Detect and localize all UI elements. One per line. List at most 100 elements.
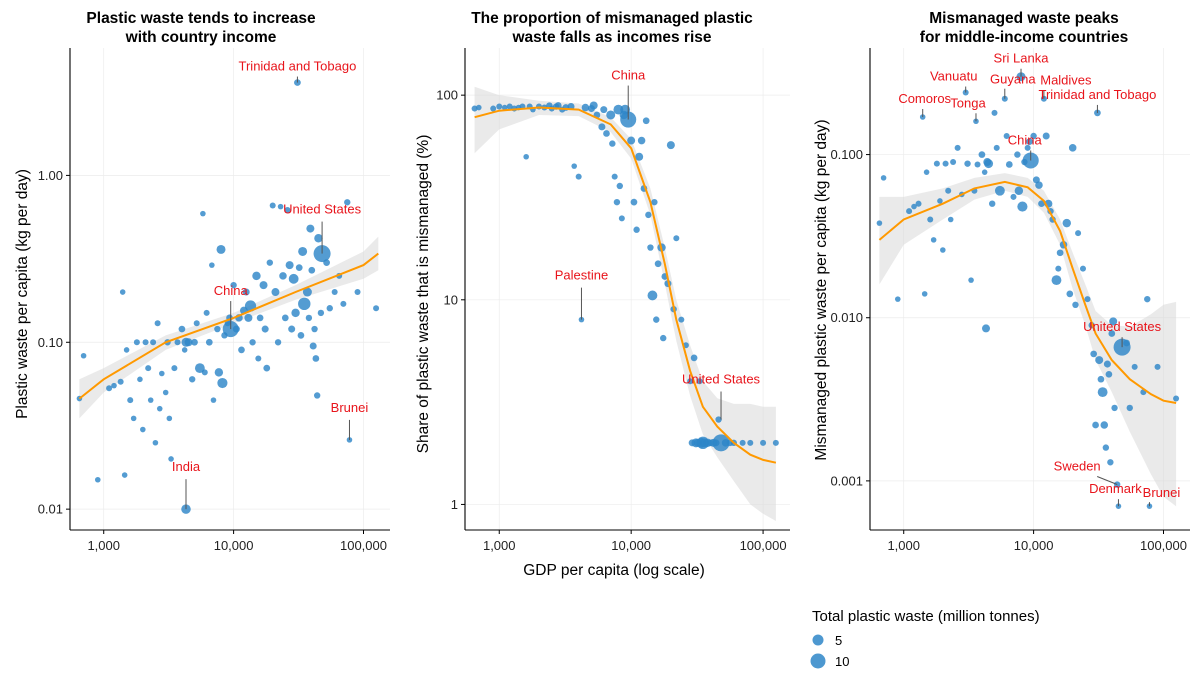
data-point (326, 305, 333, 312)
data-point (1030, 132, 1037, 140)
data-point (306, 224, 315, 233)
data-point (242, 288, 250, 296)
legend: Total plastic waste (million tonnes) 5 1… (810, 608, 1040, 669)
data-point (154, 320, 161, 327)
x-tick-label: 10,000 (214, 538, 254, 553)
data-point (1055, 265, 1062, 272)
annotation-label: Guyana (990, 72, 1036, 87)
data-point (1005, 161, 1013, 168)
data-point (696, 378, 703, 385)
trend-line (474, 106, 777, 464)
x-tick-label: 1,000 (887, 538, 920, 553)
data-point (123, 347, 130, 353)
confidence-band (879, 173, 1177, 507)
data-point (145, 365, 152, 372)
data-point (523, 153, 529, 160)
x-tick-label: 1,000 (483, 538, 516, 553)
data-point (690, 354, 698, 362)
y-tick-label: 0.01 (38, 502, 63, 517)
data-point (589, 101, 598, 110)
data-point (1105, 370, 1113, 378)
data-point (130, 415, 137, 422)
data-point (133, 339, 140, 346)
data-points (876, 72, 1180, 509)
data-point (298, 297, 311, 311)
data-point (618, 215, 625, 222)
data-point (940, 247, 946, 253)
data-point (166, 415, 173, 422)
data-point (673, 235, 680, 242)
data-point (635, 152, 644, 161)
data-point (747, 439, 754, 446)
y-tick-label: 1.00 (38, 168, 63, 183)
data-point (654, 260, 662, 268)
data-point (1154, 363, 1161, 370)
data-point (269, 202, 276, 209)
data-point (666, 141, 675, 150)
y-tick-label: 0.010 (830, 310, 863, 325)
data-point (313, 392, 321, 399)
data-point (281, 314, 289, 322)
data-point (142, 339, 149, 346)
data-point (1111, 404, 1118, 412)
data-point (880, 175, 887, 181)
data-point (989, 200, 996, 207)
data-point (1051, 275, 1062, 286)
data-point (1035, 181, 1043, 189)
data-point (660, 334, 667, 342)
data-point (647, 244, 654, 251)
data-point (171, 365, 178, 372)
data-point (1010, 193, 1017, 200)
x-tick-label: 1,000 (87, 538, 120, 553)
data-point (106, 385, 113, 392)
y-axis-label: Mismanaged plastic waste per capita (kg … (813, 119, 830, 460)
data-point (921, 291, 928, 297)
data-point (476, 104, 482, 111)
data-point (651, 198, 658, 206)
y-axis-label: Plastic waste per capita (kg per day) (14, 169, 31, 419)
data-point (630, 198, 638, 206)
data-point (712, 434, 730, 452)
data-point (288, 325, 296, 333)
confidence-band (79, 236, 379, 419)
x-axis-label: GDP per capita (log scale) (523, 562, 705, 579)
data-point (627, 136, 636, 145)
data-point (760, 439, 767, 446)
data-point (1042, 132, 1050, 140)
data-point (127, 397, 134, 404)
data-point (984, 159, 994, 169)
data-point (308, 266, 316, 274)
data-point (571, 163, 577, 169)
data-point (266, 259, 274, 266)
data-point (1090, 350, 1098, 358)
panel-mismanaged-share: The proportion of mismanaged plastic was… (415, 10, 790, 579)
data-point (633, 226, 640, 233)
annotation-label: China (214, 283, 249, 298)
data-point (606, 110, 616, 120)
data-point (1003, 132, 1010, 139)
annotation-label: Brunei (1143, 485, 1181, 500)
data-point (964, 160, 971, 167)
data-point (174, 339, 181, 346)
legend-key-small (812, 634, 824, 646)
data-point (642, 117, 650, 125)
data-point (1072, 301, 1079, 309)
annotations: Trinidad and Tobago United States China Bru… (172, 59, 368, 510)
data-point (603, 130, 610, 137)
annotation-label: United States (283, 202, 362, 217)
data-point (1056, 249, 1064, 257)
y-tick-label: 1 (451, 497, 458, 512)
data-point (937, 198, 943, 204)
data-point (285, 261, 294, 270)
data-point (181, 347, 188, 353)
data-point (201, 369, 208, 376)
data-point (238, 346, 245, 354)
annotation-label: Sri Lanka (994, 51, 1050, 66)
panel-title-line-1: The proportion of mismanaged plastic (471, 10, 753, 27)
data-point (954, 144, 961, 151)
annotation-label: Brunei (331, 400, 369, 415)
data-point (490, 105, 497, 112)
data-point (645, 211, 652, 219)
data-point (613, 198, 621, 206)
data-point (611, 173, 618, 180)
